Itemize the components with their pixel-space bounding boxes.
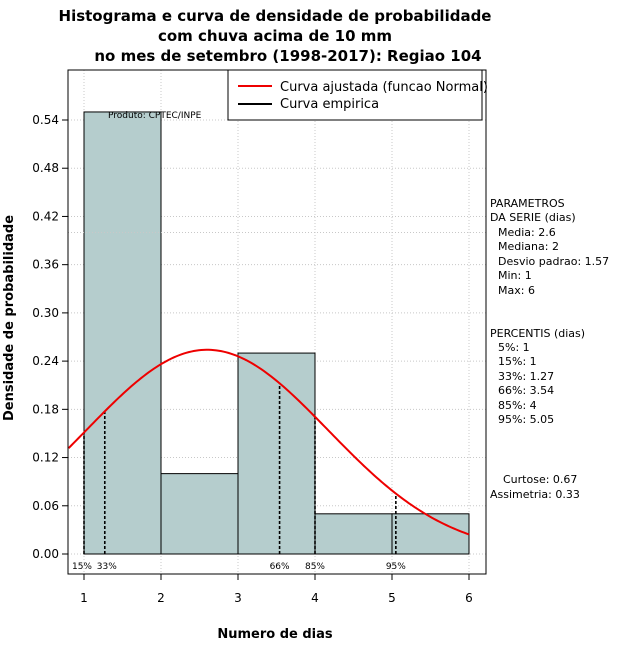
y-axis: 0.00 0.06 0.12 0.18 0.24 0.30 0.36 0.42 0.48 0.54 xyxy=(32,113,68,561)
y-tick-label-1: 0.06 xyxy=(32,499,59,513)
x-axis: 1 2 3 4 5 6 xyxy=(80,573,473,605)
watermark-text: Produto: CPTEC/INPE xyxy=(108,111,202,121)
title-line-1: Histograma e curva de densidade de proba… xyxy=(59,7,492,25)
legend-label-fitted: Curva ajustada (funcao Normal) xyxy=(280,80,488,95)
param-min: Min: 1 xyxy=(498,269,532,282)
stat-assimetria: Assimetria: 0.33 xyxy=(490,488,580,501)
histogram-bars xyxy=(83,111,470,555)
percentile-label-4: 95% xyxy=(386,562,406,572)
y-tick-label-9: 0.54 xyxy=(32,113,59,127)
parametros-header-2: DA SERIE (dias) xyxy=(490,211,576,224)
stat-curtose: Curtose: 0.67 xyxy=(503,473,577,486)
percentile-label-2: 66% xyxy=(270,562,290,572)
param-desvio: Desvio padrao: 1.57 xyxy=(498,255,609,268)
percentil-66: 66%: 3.54 xyxy=(498,384,554,397)
percentil-15: 15%: 1 xyxy=(498,355,537,368)
x-tick-label-2: 3 xyxy=(234,591,242,605)
y-tick-label-4: 0.24 xyxy=(32,354,59,368)
percentile-lines xyxy=(83,383,397,554)
x-tick-label-5: 6 xyxy=(465,591,473,605)
y-tick-label-5: 0.30 xyxy=(32,306,59,320)
bar-1 xyxy=(160,473,239,555)
bar-4 xyxy=(391,513,470,555)
percentile-label-3: 85% xyxy=(305,562,325,572)
percentile-label-1: 33% xyxy=(97,562,117,572)
legend-label-empirical: Curva empirica xyxy=(280,97,379,112)
percentil-85: 85%: 4 xyxy=(498,399,537,412)
y-tick-label-2: 0.12 xyxy=(32,451,59,465)
statistics-panel: PARAMETROS DA SERIE (dias) Media: 2.6 Me… xyxy=(490,197,609,501)
x-axis-label: Numero de dias xyxy=(217,627,333,642)
y-axis-label: Densidade de probabilidade xyxy=(2,215,17,421)
percentil-95: 95%: 5.05 xyxy=(498,413,554,426)
param-media: Media: 2.6 xyxy=(498,226,556,239)
chart-title: Histograma e curva de densidade de proba… xyxy=(59,7,492,65)
title-line-2: com chuva acima de 10 mm xyxy=(158,27,392,45)
legend: Curva ajustada (funcao Normal) Curva emp… xyxy=(227,69,488,121)
percentile-labels: 15% 33% 66% 85% 95% xyxy=(72,562,406,572)
bar-0 xyxy=(83,111,162,555)
x-tick-label-4: 5 xyxy=(388,591,396,605)
percentile-label-0: 15% xyxy=(72,562,92,572)
y-tick-label-8: 0.48 xyxy=(32,161,59,175)
param-mediana: Mediana: 2 xyxy=(498,240,559,253)
y-tick-label-0: 0.00 xyxy=(32,547,59,561)
x-tick-label-0: 1 xyxy=(80,591,88,605)
percentis-header: PERCENTIS (dias) xyxy=(490,327,585,340)
parametros-header-1: PARAMETROS xyxy=(490,197,565,210)
y-tick-label-7: 0.42 xyxy=(32,209,59,223)
y-tick-label-6: 0.36 xyxy=(32,258,59,272)
param-max: Max: 6 xyxy=(498,284,535,297)
x-tick-label-3: 4 xyxy=(311,591,319,605)
percentil-5: 5%: 1 xyxy=(498,341,530,354)
normal-density-curve xyxy=(67,348,470,536)
title-line-3: no mes de setembro (1998-2017): Regiao 1… xyxy=(94,47,481,65)
x-tick-label-1: 2 xyxy=(157,591,165,605)
bar-2 xyxy=(237,352,316,555)
legend-box xyxy=(227,69,483,121)
bar-3 xyxy=(314,513,393,555)
percentil-33: 33%: 1.27 xyxy=(498,370,554,383)
y-tick-label-3: 0.18 xyxy=(32,402,59,416)
